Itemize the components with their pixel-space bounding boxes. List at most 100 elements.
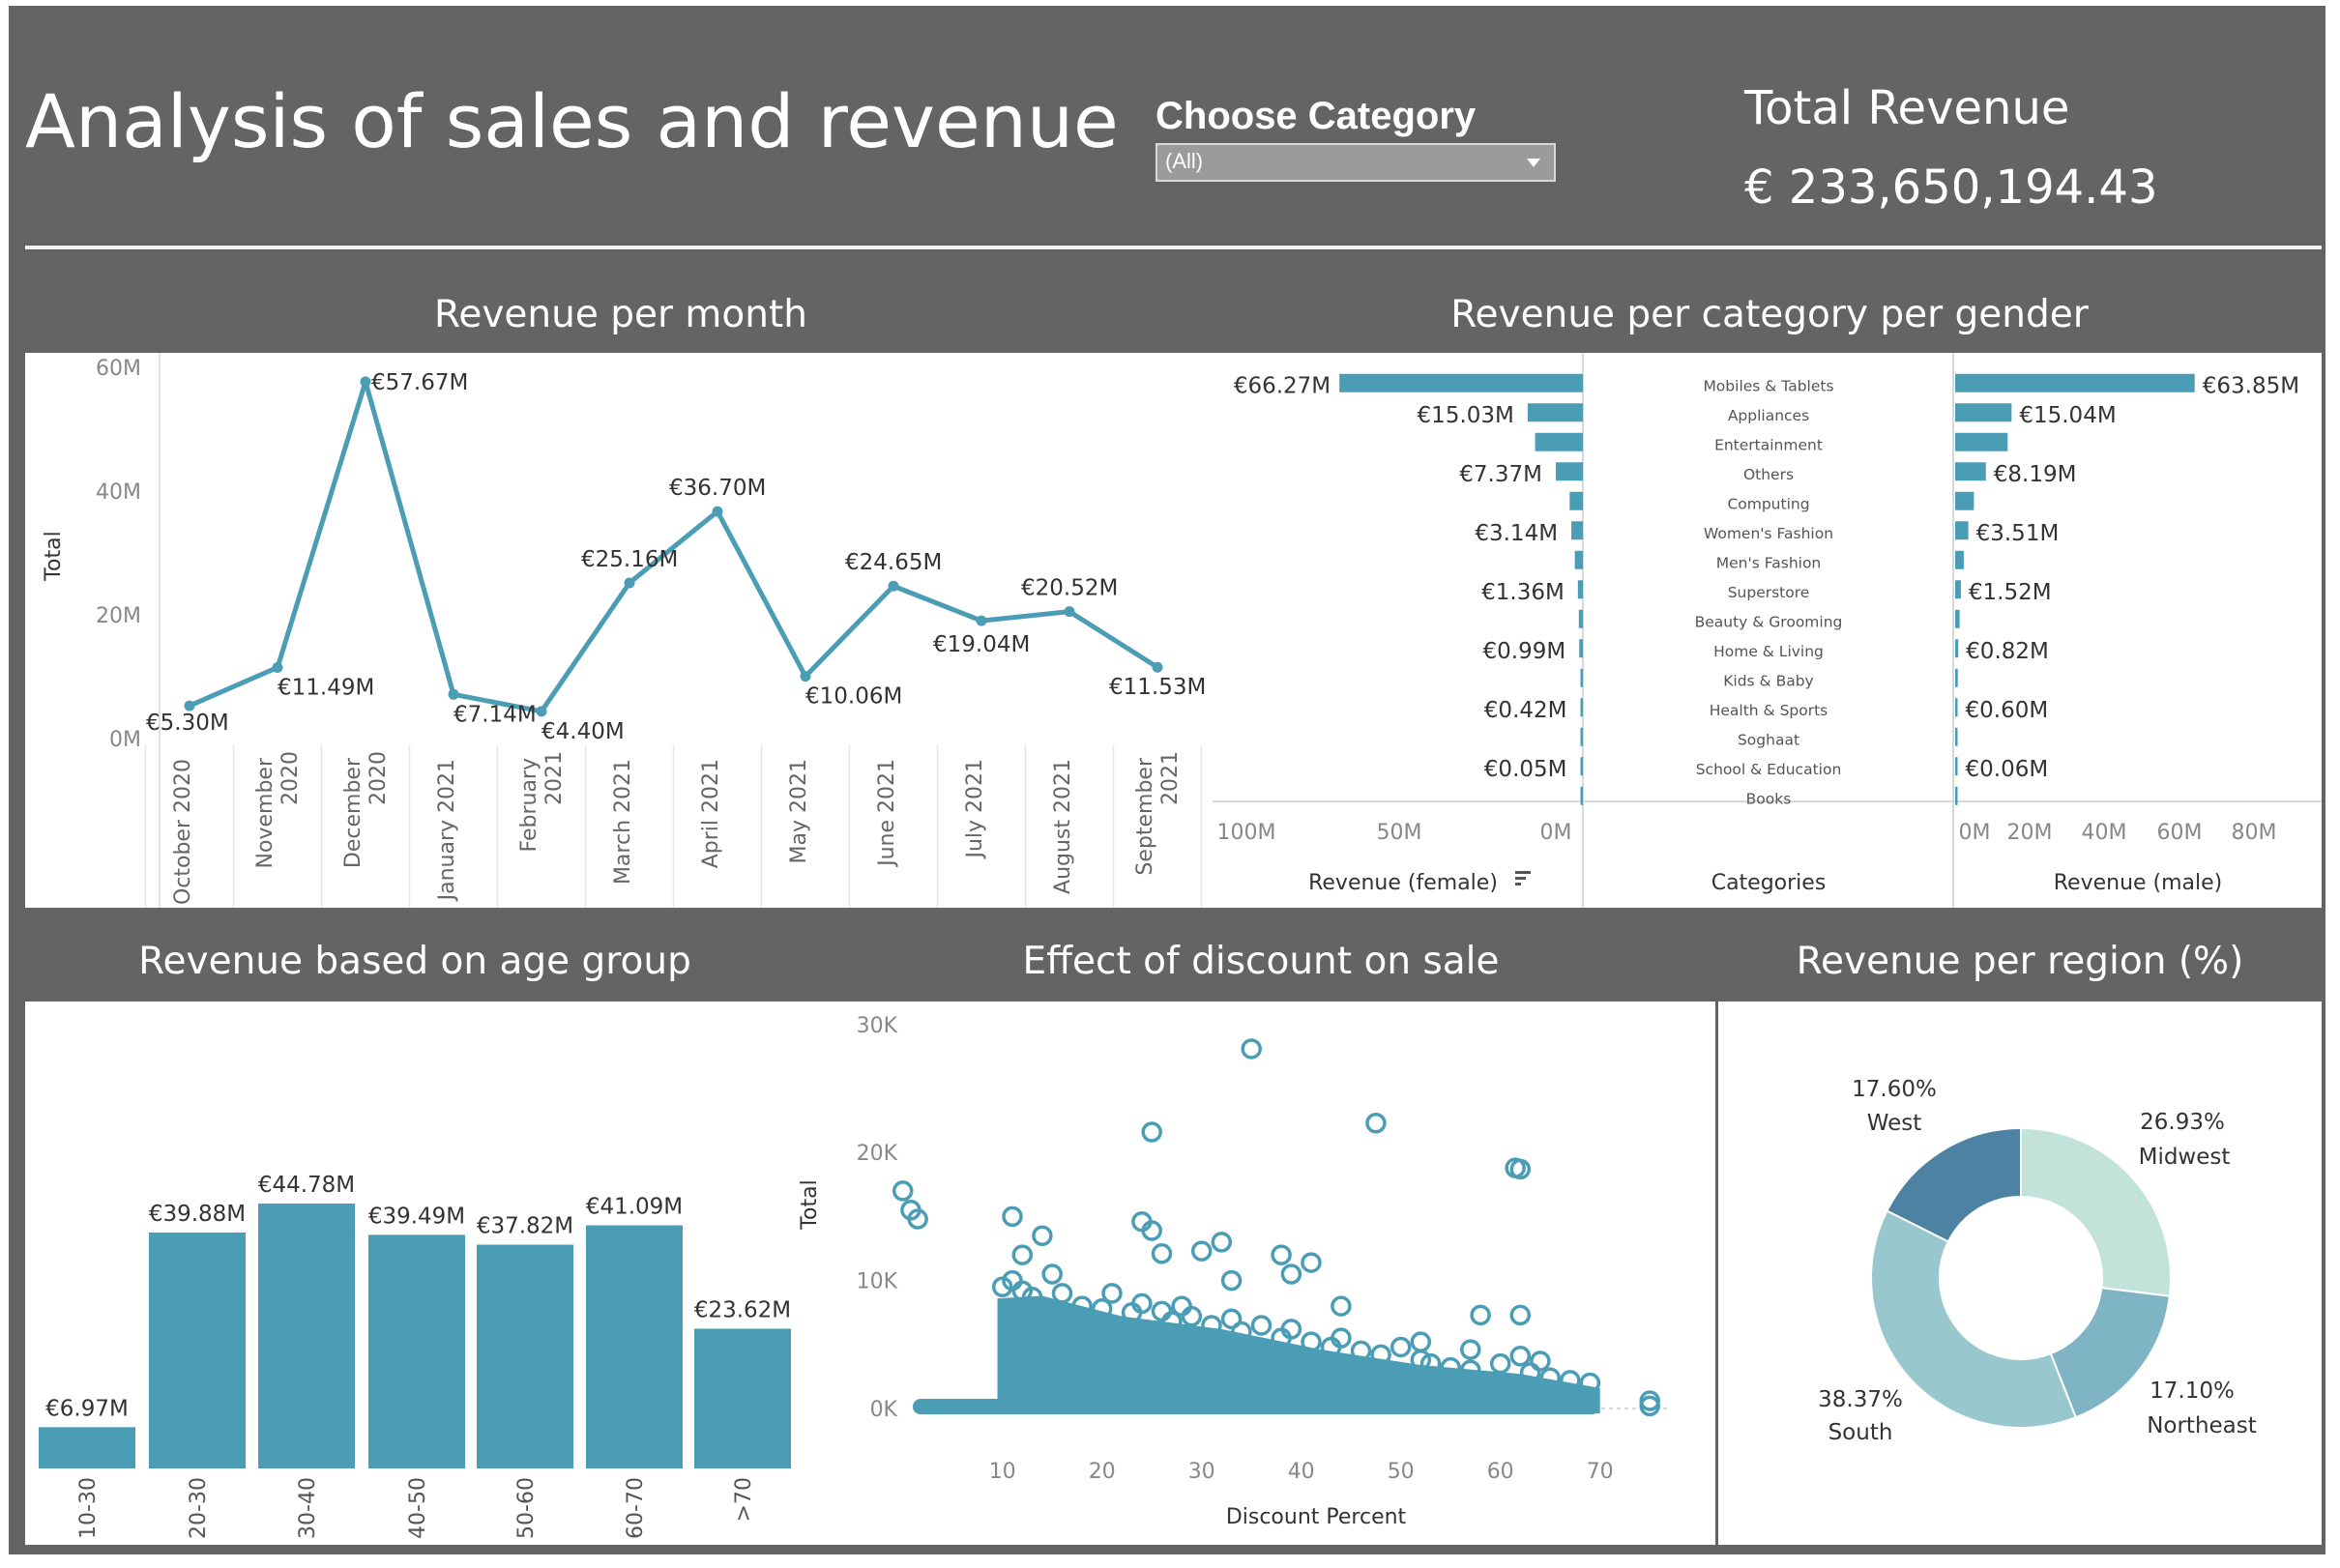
female-tick-label: 100M xyxy=(1217,821,1276,845)
x-tick-label: February 2021 xyxy=(517,751,567,852)
data-point xyxy=(800,671,811,682)
male-tick-label: 20M xyxy=(2007,821,2053,845)
bar-age xyxy=(586,1225,683,1468)
bar-male xyxy=(1955,698,1958,717)
bar-male xyxy=(1955,786,1958,805)
scatter-point xyxy=(1181,1305,1203,1327)
bar-male xyxy=(1955,550,1964,569)
bar-male xyxy=(1955,373,2195,392)
x-tick-label: July 2021 xyxy=(963,759,987,860)
bar-age xyxy=(149,1232,246,1468)
scatter-point xyxy=(1190,1240,1213,1262)
category-label: Soghaat xyxy=(1738,731,1799,748)
bar-male xyxy=(1955,462,1986,481)
data-label-male: €0.06M xyxy=(1966,757,2049,782)
bar-chart-revenue-per-age: €6.97M 10-30 €39.88M 20-30 €44.78M 30-40 €39.4… xyxy=(39,1173,791,1539)
scatter-point xyxy=(1560,1370,1581,1391)
data-label-female: €0.99M xyxy=(1483,639,1566,664)
bar-female xyxy=(1527,403,1583,422)
scatter-point xyxy=(1539,1367,1561,1388)
x-tick-label: January 2021 xyxy=(435,759,459,902)
data-label: €36.70M xyxy=(669,476,766,501)
x-tick-label: August 2021 xyxy=(1051,759,1075,894)
category-dropdown[interactable]: (All) xyxy=(1155,143,1556,182)
category-axis-title: Categories xyxy=(1711,871,1827,895)
section-title-region: Revenue per region (%) xyxy=(1796,940,2244,983)
scatter-point xyxy=(1241,1038,1262,1060)
scatter-point xyxy=(1331,1295,1352,1317)
y-tick-label: 60M xyxy=(96,357,141,381)
bar-female xyxy=(1580,786,1583,805)
kpi-value: € 233,650,194.43 xyxy=(1744,160,2158,215)
slice-name-label: West xyxy=(1867,1111,1922,1136)
data-point xyxy=(1152,661,1163,673)
data-label-female: €0.05M xyxy=(1484,757,1567,782)
x-tick-label: April 2021 xyxy=(699,759,723,868)
bar-age xyxy=(39,1427,135,1468)
header-divider xyxy=(25,246,2322,249)
scatter-point xyxy=(1280,1263,1302,1285)
x-tick-label: 20 xyxy=(1089,1460,1116,1484)
bar-female xyxy=(1577,580,1583,599)
data-label-female: €1.36M xyxy=(1481,580,1565,605)
scatter-point xyxy=(1460,1339,1481,1360)
x-tick-label: 40-50 xyxy=(406,1477,430,1539)
category-label: Appliances xyxy=(1728,407,1809,424)
scatter-point xyxy=(907,1208,928,1230)
data-point xyxy=(888,580,899,592)
line-chart-revenue-per-month: 0M 20M 40M 60M Total €5.30M €11.49M €57.67M €7.1… xyxy=(42,353,1206,908)
scatter-point xyxy=(1440,1356,1461,1379)
bar-male xyxy=(1955,639,1959,658)
data-point xyxy=(712,506,723,517)
bar-male xyxy=(1955,668,1958,687)
category-label: Others xyxy=(1743,466,1794,483)
data-label-male: €63.85M xyxy=(2203,373,2299,398)
bar-male xyxy=(1955,521,1969,540)
category-label: Superstore xyxy=(1728,584,1810,601)
data-label: €6.97M xyxy=(45,1396,129,1421)
category-label: Health & Sports xyxy=(1710,702,1828,719)
data-label: €23.62M xyxy=(694,1297,791,1322)
data-label: €24.65M xyxy=(845,550,942,575)
donut-slice-south xyxy=(1870,1209,2078,1429)
scatter-point xyxy=(1509,1158,1532,1180)
data-label: €39.88M xyxy=(149,1202,246,1227)
male-tick-label: 0M xyxy=(1959,821,1991,845)
scatter-point xyxy=(1101,1283,1123,1304)
bar-female xyxy=(1571,521,1583,540)
scatter-point xyxy=(1021,1287,1043,1308)
bar-female xyxy=(1569,491,1583,510)
data-label-male: €0.60M xyxy=(1966,698,2049,723)
donut-chart-revenue-per-region: 26.93% Midwest 17.10% Northeast 38.37% South 1… xyxy=(1818,1077,2257,1445)
data-label-female: €0.42M xyxy=(1484,698,1567,723)
scatter-point xyxy=(1370,1344,1391,1366)
scatter-point xyxy=(1470,1304,1491,1326)
scatter-point xyxy=(1639,1395,1660,1417)
bar-male xyxy=(1955,491,1974,510)
y-tick-label: 30K xyxy=(857,1014,898,1038)
panel-revenue-per-month: 0M 20M 40M 60M Total €5.30M €11.49M €57.67M €7.1… xyxy=(25,353,1214,908)
donut-slice-west xyxy=(1886,1126,2022,1243)
data-point xyxy=(624,577,635,589)
x-tick-label: 40 xyxy=(1288,1460,1315,1484)
y-axis-title: Total xyxy=(42,531,66,581)
bar-female xyxy=(1578,609,1583,628)
panel-revenue-per-age: €6.97M 10-30 €39.88M 20-30 €44.78M 30-40 €39.4… xyxy=(25,1002,804,1545)
scatter-point xyxy=(1141,1220,1162,1241)
chevron-down-icon[interactable] xyxy=(1527,159,1540,167)
bar-female xyxy=(1580,757,1583,776)
female-tick-label: 50M xyxy=(1377,821,1422,845)
scatter-point xyxy=(1350,1340,1372,1362)
bar-age xyxy=(258,1203,355,1468)
donut-slice-midwest xyxy=(2020,1126,2172,1297)
category-label: Books xyxy=(1746,790,1792,807)
scatter-point xyxy=(1211,1232,1233,1253)
bar-age xyxy=(694,1328,791,1468)
data-point xyxy=(448,688,459,700)
scatter-point xyxy=(1489,1352,1511,1375)
scatter-point xyxy=(1091,1297,1113,1320)
y-tick-label: 40M xyxy=(96,480,141,505)
data-point xyxy=(184,700,195,711)
section-title-month: Revenue per month xyxy=(433,293,807,336)
scatter-point xyxy=(1365,1112,1387,1134)
